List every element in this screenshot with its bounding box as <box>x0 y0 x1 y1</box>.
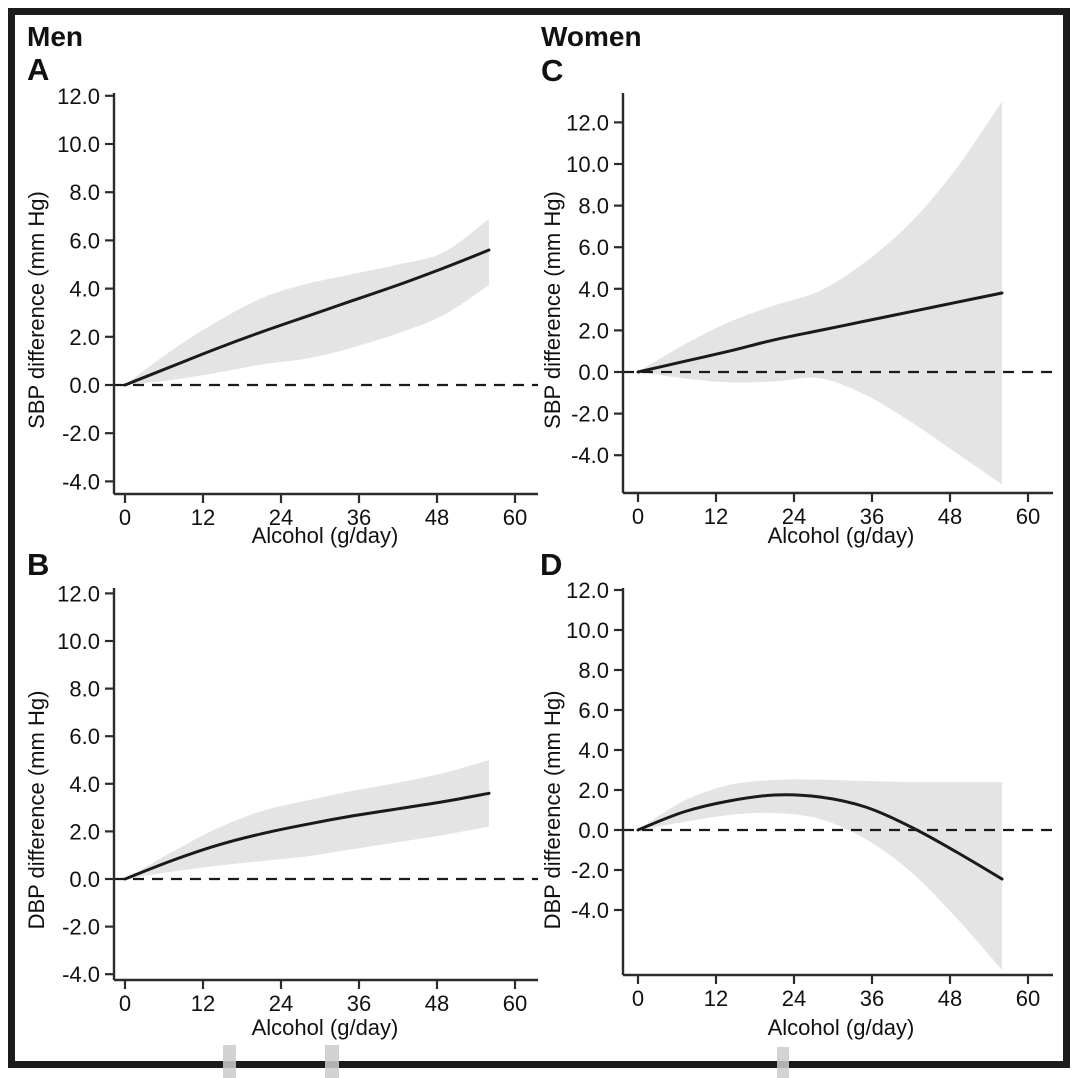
trend-line-B <box>123 791 491 881</box>
panel-label-b: B <box>27 547 50 582</box>
y-tick-label-D: -2.0 <box>571 858 609 883</box>
x-tick-label-C: 0 <box>632 504 644 529</box>
panel-label-a: A <box>27 52 50 87</box>
x-tick-label-A: 12 <box>191 505 215 530</box>
x-axis-label-d: Alcohol (g/day) <box>767 1015 915 1040</box>
x-tick-label-C: 12 <box>704 504 728 529</box>
y-tick-label-C: -2.0 <box>571 402 609 427</box>
x-tick-label-B: 48 <box>425 991 449 1016</box>
x-tick-label-B: 0 <box>119 991 131 1016</box>
y-tick-label-A: 4.0 <box>69 277 100 302</box>
highlighter-artifact-1 <box>223 1045 236 1078</box>
y-tick-label-C: 10.0 <box>566 152 609 177</box>
panel-label-c: C <box>541 53 564 88</box>
x-tick-label-B: 60 <box>503 991 527 1016</box>
trend-line-A <box>123 248 491 387</box>
x-tick-label-C: 24 <box>782 504 806 529</box>
highlighter-artifact-3 <box>777 1047 789 1078</box>
y-tick-label-D: 2.0 <box>578 778 609 803</box>
y-tick-label-A: -4.0 <box>62 469 100 494</box>
x-tick-label-C: 36 <box>860 504 884 529</box>
y-tick-label-D: 10.0 <box>566 618 609 643</box>
x-tick-label-C: 60 <box>1016 504 1040 529</box>
y-tick-label-D: 0.0 <box>578 818 609 843</box>
y-tick-label-B: 0.0 <box>69 867 100 892</box>
x-tick-label-D: 36 <box>860 986 884 1011</box>
group-header-women: Women <box>541 21 642 52</box>
highlighter-artifact-2 <box>325 1045 339 1078</box>
y-tick-label-C: -4.0 <box>571 443 609 468</box>
group-header-men: Men <box>27 21 83 52</box>
y-tick-label-A: 2.0 <box>69 325 100 350</box>
y-tick-label-B: 8.0 <box>69 677 100 702</box>
y-tick-label-A: -2.0 <box>62 421 100 446</box>
y-tick-label-C: 2.0 <box>578 318 609 343</box>
y-tick-label-B: 2.0 <box>69 819 100 844</box>
confidence-band-A <box>125 218 489 385</box>
y-tick-label-D: 4.0 <box>578 738 609 763</box>
panel-label-d: D <box>540 547 563 582</box>
y-tick-label-B: 4.0 <box>69 772 100 797</box>
trend-line-C <box>636 291 1004 374</box>
confidence-band-B <box>125 760 489 879</box>
confidence-band-C <box>638 101 1002 485</box>
x-tick-label-C: 48 <box>938 504 962 529</box>
y-tick-label-B: 6.0 <box>69 724 100 749</box>
x-tick-label-D: 48 <box>938 986 962 1011</box>
x-tick-label-D: 12 <box>704 986 728 1011</box>
y-tick-label-D: 12.0 <box>566 578 609 603</box>
y-tick-label-A: 6.0 <box>69 228 100 253</box>
y-tick-label-C: 6.0 <box>578 235 609 260</box>
y-tick-label-B: 10.0 <box>57 629 100 654</box>
x-tick-label-B: 24 <box>269 991 293 1016</box>
y-tick-label-C: 8.0 <box>578 194 609 219</box>
y-tick-label-C: 12.0 <box>566 110 609 135</box>
x-tick-label-A: 24 <box>269 505 293 530</box>
x-tick-label-A: 60 <box>503 505 527 530</box>
y-tick-label-A: 8.0 <box>69 180 100 205</box>
y-tick-label-D: 8.0 <box>578 658 609 683</box>
x-tick-label-A: 36 <box>347 505 371 530</box>
y-tick-label-C: 0.0 <box>578 360 609 385</box>
y-tick-label-B: -4.0 <box>62 962 100 987</box>
x-tick-label-A: 0 <box>119 505 131 530</box>
y-tick-label-A: 12.0 <box>57 84 100 109</box>
figure-border <box>8 8 1070 1068</box>
y-tick-label-A: 10.0 <box>57 132 100 157</box>
x-tick-label-B: 36 <box>347 991 371 1016</box>
x-tick-label-D: 0 <box>632 986 644 1011</box>
x-tick-label-A: 48 <box>425 505 449 530</box>
trend-line-D <box>636 793 1004 881</box>
x-axis-label-a: Alcohol (g/day) <box>251 523 399 548</box>
x-tick-label-D: 60 <box>1016 986 1040 1011</box>
x-tick-label-D: 24 <box>782 986 806 1011</box>
x-tick-label-B: 12 <box>191 991 215 1016</box>
x-axis-label-b: Alcohol (g/day) <box>251 1015 399 1040</box>
x-axis-label-c: Alcohol (g/day) <box>767 523 915 548</box>
y-tick-label-B: 12.0 <box>57 581 100 606</box>
y-tick-label-D: 6.0 <box>578 698 609 723</box>
y-tick-label-A: 0.0 <box>69 373 100 398</box>
y-tick-label-B: -2.0 <box>62 915 100 940</box>
y-tick-label-C: 4.0 <box>578 277 609 302</box>
y-tick-label-D: -4.0 <box>571 898 609 923</box>
